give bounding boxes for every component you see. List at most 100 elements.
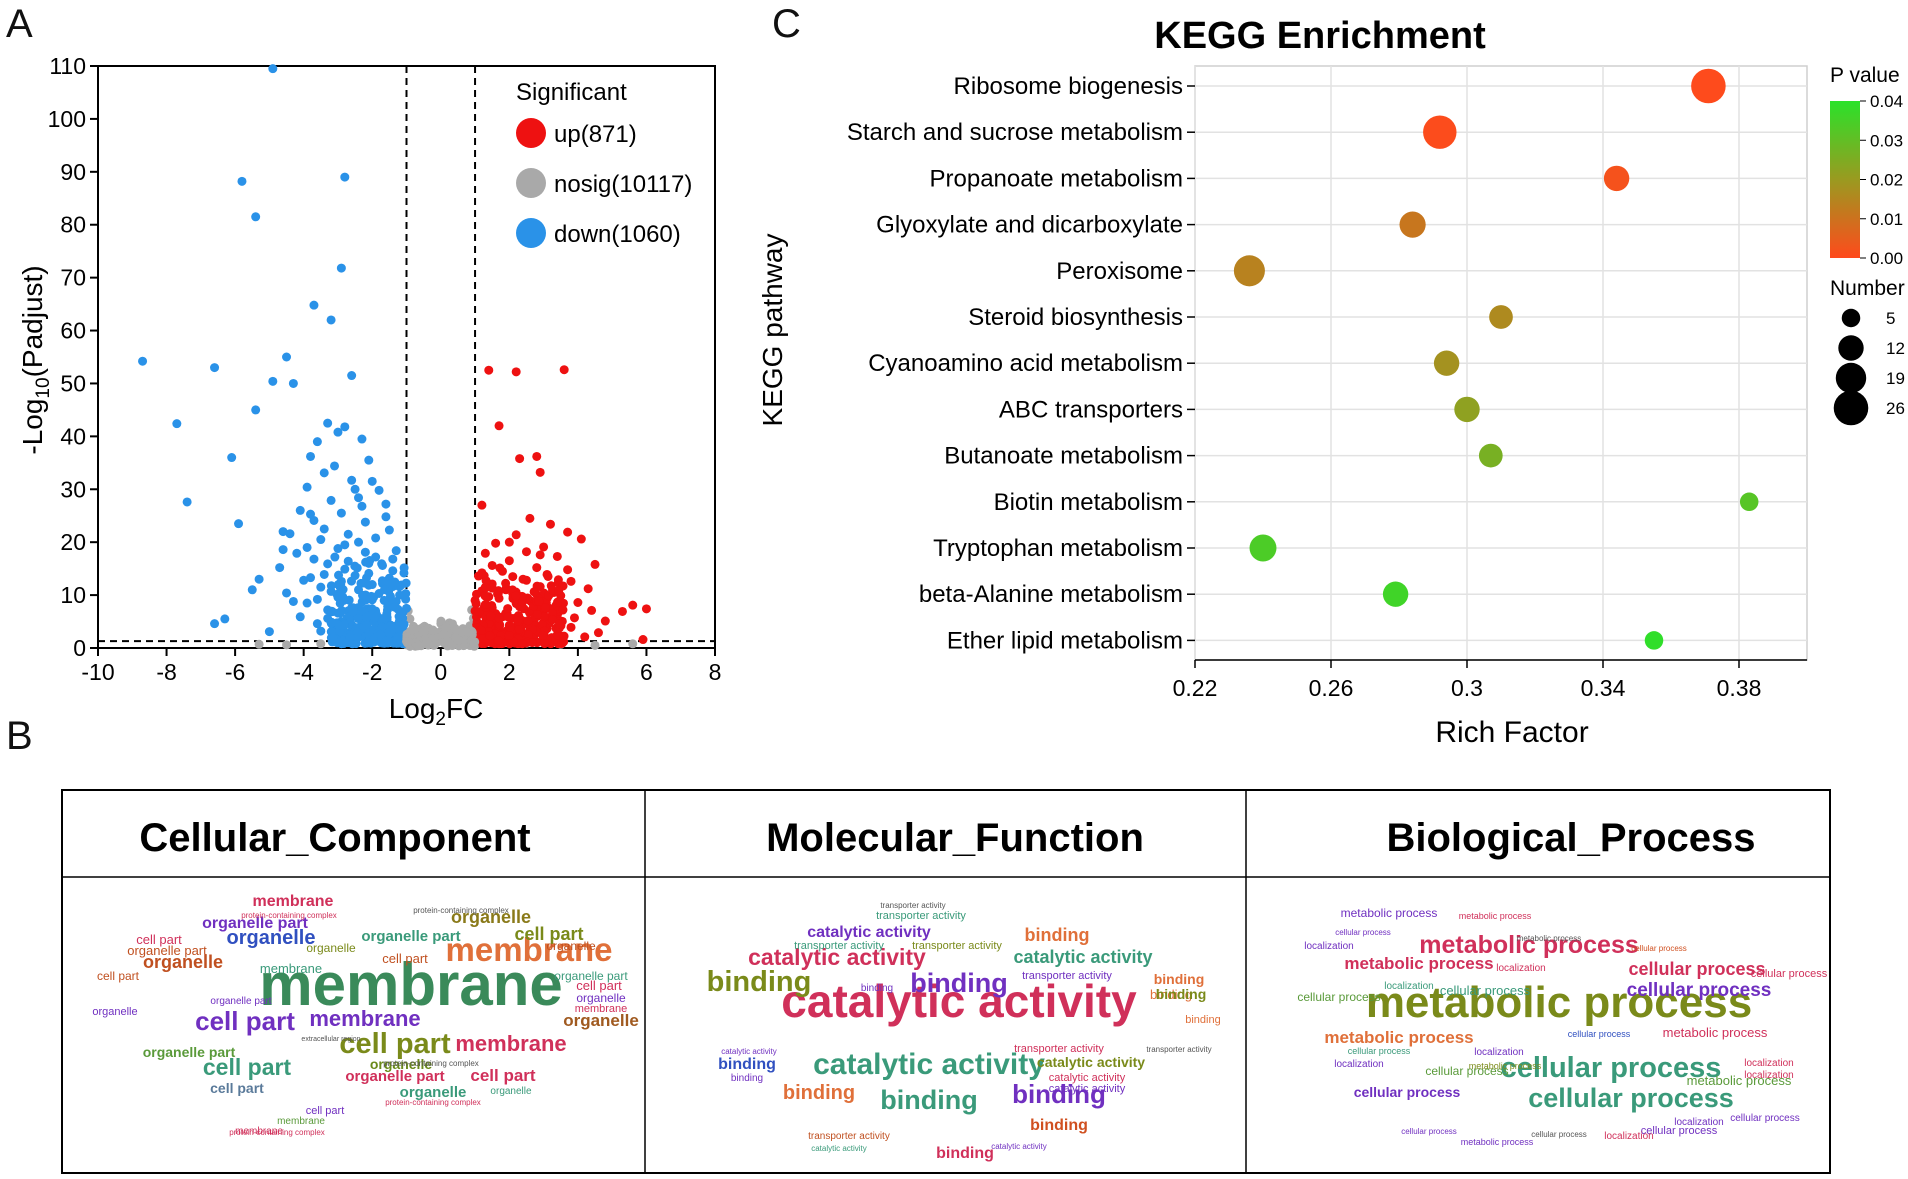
down-point: [380, 585, 390, 595]
up-point: [487, 583, 497, 593]
colorbar-tick-label: 0.04: [1870, 92, 1903, 111]
wordcloud-word: cellular process: [1440, 983, 1531, 998]
up-point: [553, 597, 563, 607]
down-point: [364, 455, 374, 465]
y-tick-label: 90: [60, 159, 86, 185]
wordcloud-word: cellular process: [1348, 1046, 1411, 1056]
wordcloud-word: membrane: [455, 1031, 566, 1056]
down-point: [312, 619, 322, 629]
nosig-point: [454, 635, 464, 645]
kegg-bubbles: [1233, 68, 1759, 650]
nosig-point: [421, 638, 431, 648]
wordcloud-word: binding: [1185, 1014, 1220, 1026]
down-point: [309, 300, 319, 310]
down-point: [326, 315, 336, 325]
up-point: [487, 560, 497, 570]
down-point: [210, 619, 220, 629]
down-point: [319, 524, 329, 534]
size-legend-dot: [1835, 362, 1867, 394]
x-tick-label: -10: [81, 659, 114, 685]
pathway-label: Glyoxylate and dicarboxylate: [876, 212, 1183, 239]
panel-label-a: A: [6, 2, 33, 46]
up-point: [527, 638, 537, 648]
down-point: [182, 497, 192, 507]
up-point: [587, 605, 597, 615]
wordcloud-word: membrane: [253, 893, 334, 910]
wordcloud-word: protein-containing complex: [229, 1128, 325, 1137]
down-point: [369, 592, 379, 602]
wordcloud-word: catalytic activity: [807, 924, 931, 941]
up-point: [573, 597, 583, 607]
down-point: [247, 585, 257, 595]
down-point: [251, 405, 261, 415]
down-point: [237, 176, 247, 186]
down-point: [391, 546, 401, 556]
volcano-points: [138, 64, 651, 651]
y-tick-label: 80: [60, 212, 86, 238]
down-point: [394, 612, 404, 622]
up-point: [471, 599, 481, 609]
legend-swatch: [516, 118, 546, 148]
down-point: [360, 547, 370, 557]
pathway-label: ABC transporters: [999, 396, 1183, 423]
down-point: [344, 595, 354, 605]
down-point: [377, 559, 387, 569]
wordcloud-word: organelle part: [345, 1068, 444, 1085]
down-point: [268, 64, 278, 74]
wordcloud-word: catalytic activity: [1049, 1072, 1126, 1084]
wordcloud-word: organelle part: [361, 928, 460, 945]
down-point: [381, 512, 391, 522]
up-point: [545, 519, 555, 529]
wordcloud-word: metabolic process: [1459, 911, 1532, 921]
down-point: [354, 493, 364, 503]
down-point: [220, 614, 230, 624]
down-point: [337, 606, 347, 616]
pathway-label: Starch and sucrose metabolism: [847, 119, 1183, 146]
down-point: [371, 533, 381, 543]
down-point: [309, 554, 319, 564]
wordcloud-word: metabolic process: [1419, 931, 1639, 959]
wordcloud-word: cell part: [470, 1066, 536, 1085]
down-point: [292, 548, 302, 558]
nosig-point: [462, 627, 472, 637]
nosig-point: [254, 639, 264, 649]
p-value-colorbar: P value 0.04 0.03 0.02 0.01 0.00: [1830, 64, 1903, 268]
up-point: [511, 530, 521, 540]
down-point: [377, 576, 387, 586]
p-value-legend-title: P value: [1830, 64, 1900, 87]
kegg-bubble: [1691, 68, 1726, 104]
up-point: [495, 563, 505, 573]
wordcloud-word: catalytic activity: [721, 1047, 777, 1056]
up-point: [563, 565, 573, 575]
up-point: [559, 631, 569, 641]
down-point: [346, 576, 356, 586]
up-point: [539, 542, 549, 552]
up-point: [535, 467, 545, 477]
wordcloud-word: cellular process: [1401, 1127, 1457, 1136]
p-value-gradient: [1830, 101, 1860, 258]
wordcloud-word: cell part: [306, 1105, 345, 1117]
y-tick-label: 110: [49, 53, 86, 79]
wordcloud-word: binding: [861, 983, 893, 994]
size-legend-dot: [1838, 335, 1864, 361]
down-point: [347, 371, 357, 381]
colorbar-tick-label: 0.03: [1870, 131, 1903, 150]
nosig-point: [282, 640, 292, 650]
wordcloud-word: membrane: [309, 1006, 420, 1031]
x-tick-label: -8: [156, 659, 176, 685]
wordcloud-word: binding: [936, 1145, 994, 1162]
wordcloud-word: membrane: [259, 951, 562, 1018]
wordcloud-word: catalytic activity: [748, 944, 926, 970]
wordcloud-word: metabolic process: [1344, 954, 1493, 973]
up-point: [641, 604, 651, 614]
header-biological-process: Biological_Process: [1386, 816, 1755, 860]
up-point: [580, 632, 590, 642]
up-point: [532, 609, 542, 619]
pathway-label: Cyanoamino acid metabolism: [868, 350, 1183, 377]
wordcloud-word: catalytic activity: [1013, 947, 1152, 967]
kegg-bubble: [1603, 165, 1630, 192]
kegg-bubble: [1644, 631, 1664, 650]
down-point: [333, 544, 343, 554]
down-point: [350, 484, 360, 494]
